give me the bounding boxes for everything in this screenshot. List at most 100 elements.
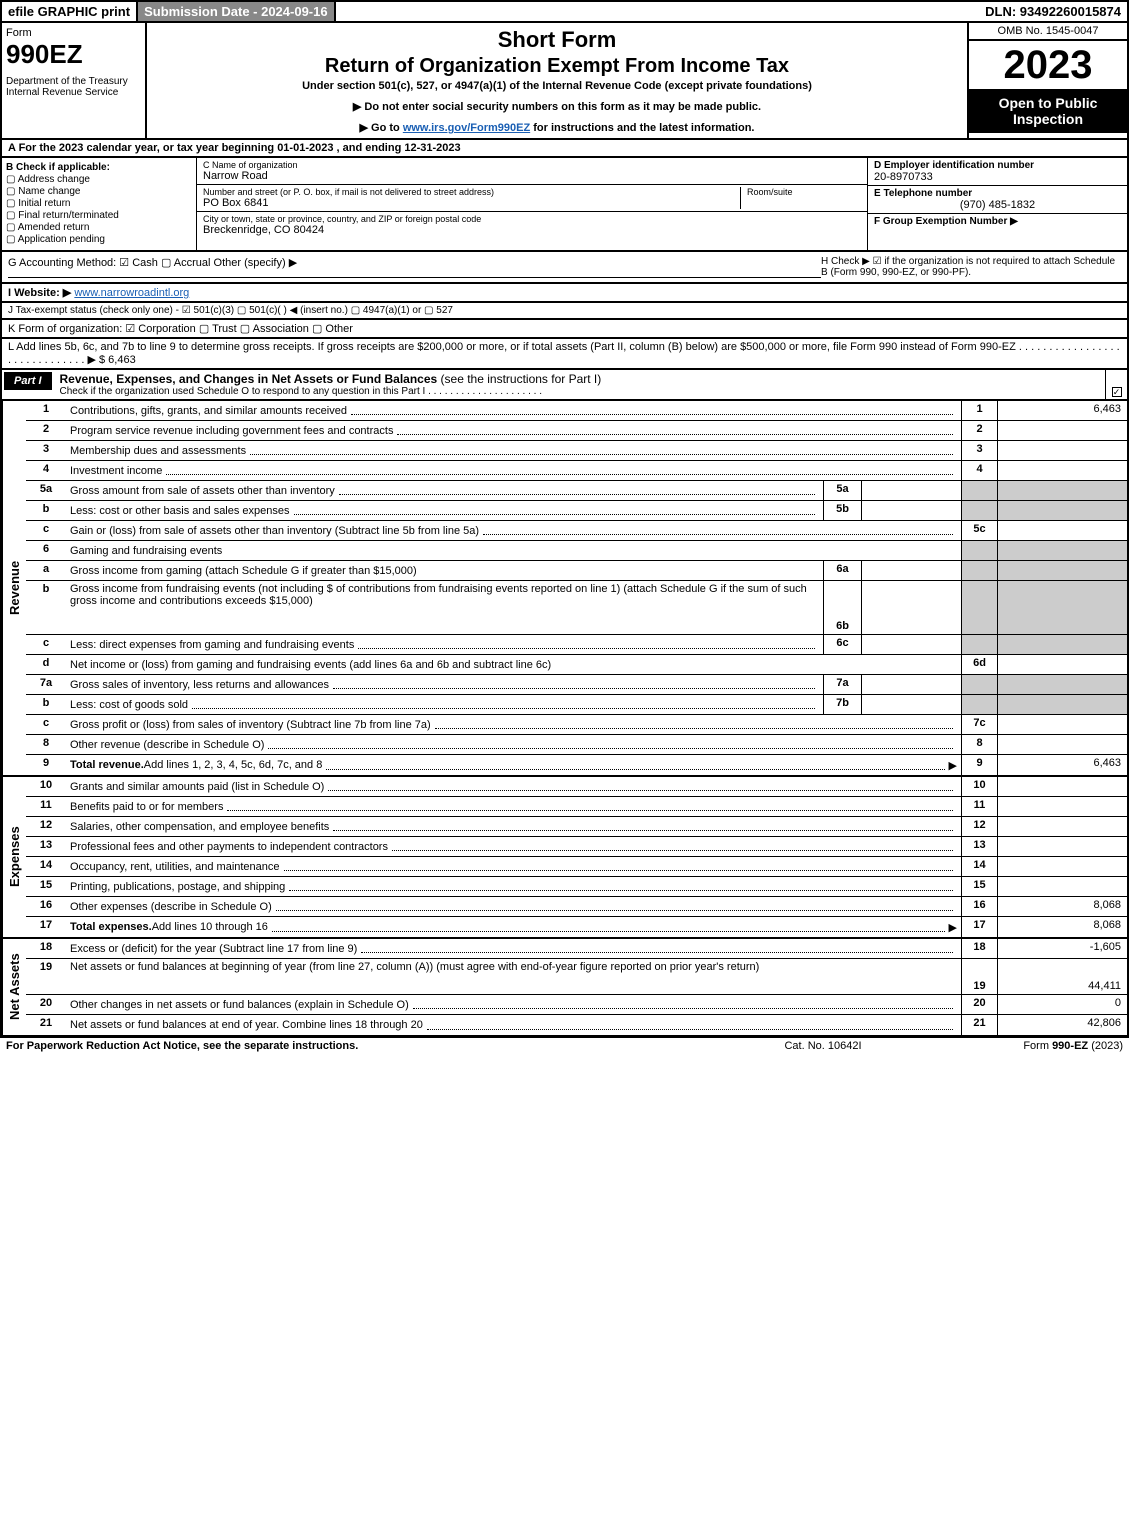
room-suite-label: Room/suite — [747, 187, 861, 197]
part-i-title-paren: (see the instructions for Part I) — [441, 372, 602, 386]
line-box: 2 — [961, 421, 997, 440]
line-12: 12Salaries, other compensation, and empl… — [26, 817, 1127, 837]
line-box: 3 — [961, 441, 997, 460]
line-box: 10 — [961, 777, 997, 796]
block-b-to-f: B Check if applicable: Address change Na… — [0, 158, 1129, 252]
c-city-row: City or town, state or province, country… — [197, 212, 867, 238]
part-i-check[interactable] — [1105, 370, 1127, 399]
sub-val — [861, 695, 961, 714]
line-desc: Contributions, gifts, grants, and simila… — [66, 401, 961, 420]
arrow-icon: ▶ — [949, 921, 957, 934]
row-k: K Form of organization: ☑ Corporation ▢ … — [0, 320, 1129, 339]
line-amount: 44,411 — [997, 959, 1127, 994]
sub-val — [861, 675, 961, 694]
line-desc: Grants and similar amounts paid (list in… — [66, 777, 961, 796]
revenue-group: Revenue 1Contributions, gifts, grants, a… — [0, 401, 1129, 777]
line-box: 21 — [961, 1015, 997, 1035]
line-box-shaded — [961, 541, 997, 560]
line-num: c — [26, 715, 66, 734]
line-num: 20 — [26, 995, 66, 1014]
line-num: 10 — [26, 777, 66, 796]
line-amount — [997, 441, 1127, 460]
arrow-icon: ▶ — [949, 759, 957, 772]
line-6c: cLess: direct expenses from gaming and f… — [26, 635, 1127, 655]
chk-address-change[interactable]: Address change — [6, 174, 192, 185]
footer-center: Cat. No. 10642I — [723, 1040, 923, 1052]
title-short-form: Short Form — [155, 27, 959, 53]
line-amount — [997, 797, 1127, 816]
line-desc: Gain or (loss) from sale of assets other… — [66, 521, 961, 540]
line-num: 6 — [26, 541, 66, 560]
line-9: 9Total revenue. Total revenue. Add lines… — [26, 755, 1127, 775]
page-footer: For Paperwork Reduction Act Notice, see … — [0, 1037, 1129, 1054]
line-num: 15 — [26, 877, 66, 896]
sub-val — [861, 481, 961, 500]
netassets-group: Net Assets 18Excess or (deficit) for the… — [0, 939, 1129, 1037]
line-11: 11Benefits paid to or for members11 — [26, 797, 1127, 817]
line-amount: 6,463 — [997, 755, 1127, 775]
line-box: 17 — [961, 917, 997, 937]
line-20: 20Other changes in net assets or fund ba… — [26, 995, 1127, 1015]
line-desc: Gross profit or (loss) from sales of inv… — [66, 715, 961, 734]
c-name-row: C Name of organization Narrow Road — [197, 158, 867, 185]
expenses-group: Expenses 10Grants and similar amounts pa… — [0, 777, 1129, 939]
line-amount: 42,806 — [997, 1015, 1127, 1035]
header-left: Form 990EZ Department of the Treasury In… — [2, 23, 147, 138]
line-box: 19 — [961, 959, 997, 994]
c-street-row: Number and street (or P. O. box, if mail… — [197, 185, 867, 212]
line-desc: Other expenses (describe in Schedule O) — [66, 897, 961, 916]
line-desc: Net assets or fund balances at end of ye… — [66, 1015, 961, 1035]
line-num: 1 — [26, 401, 66, 420]
line-desc: Gross income from fundraising events (no… — [66, 581, 823, 634]
line-amount — [997, 421, 1127, 440]
line-8: 8Other revenue (describe in Schedule O)8 — [26, 735, 1127, 755]
sub-val — [861, 635, 961, 654]
line-amount — [997, 461, 1127, 480]
line-desc: Gross sales of inventory, less returns a… — [66, 675, 823, 694]
netassets-label: Net Assets — [2, 939, 26, 1035]
note-ssn: ▶ Do not enter social security numbers o… — [155, 100, 959, 113]
chk-initial-return[interactable]: Initial return — [6, 198, 192, 209]
line-num: b — [26, 581, 66, 634]
col-b: B Check if applicable: Address change Na… — [2, 158, 197, 250]
line-desc: Less: direct expenses from gaming and fu… — [66, 635, 823, 654]
line-desc: Other changes in net assets or fund bala… — [66, 995, 961, 1014]
line-box: 1 — [961, 401, 997, 420]
line-desc: Net income or (loss) from gaming and fun… — [66, 655, 961, 674]
line-1: 1Contributions, gifts, grants, and simil… — [26, 401, 1127, 421]
row-i: I Website: ▶ www.narrowroadintl.org — [0, 284, 1129, 303]
line-amount-shaded — [997, 501, 1127, 520]
part-i-title-text: Revenue, Expenses, and Changes in Net As… — [60, 372, 438, 386]
chk-name-change[interactable]: Name change — [6, 186, 192, 197]
l-amount: 6,463 — [108, 354, 136, 366]
line-box-shaded — [961, 581, 997, 634]
line-num: 12 — [26, 817, 66, 836]
line-desc: Printing, publications, postage, and shi… — [66, 877, 961, 896]
org-name: Narrow Road — [203, 170, 861, 182]
line-amount-shaded — [997, 561, 1127, 580]
sub-val — [861, 501, 961, 520]
submission-date: Submission Date - 2024-09-16 — [138, 2, 336, 21]
chk-amended-return[interactable]: Amended return — [6, 222, 192, 233]
line-num: b — [26, 695, 66, 714]
chk-final-return[interactable]: Final return/terminated — [6, 210, 192, 221]
line-desc: Investment income — [66, 461, 961, 480]
expenses-lines: 10Grants and similar amounts paid (list … — [26, 777, 1127, 937]
irs-link[interactable]: www.irs.gov/Form990EZ — [403, 122, 530, 134]
department-label: Department of the Treasury Internal Reve… — [6, 76, 141, 98]
website-link[interactable]: www.narrowroadintl.org — [74, 287, 189, 299]
line-desc: Professional fees and other payments to … — [66, 837, 961, 856]
section-a: A For the 2023 calendar year, or tax yea… — [0, 140, 1129, 158]
line-box-shaded — [961, 561, 997, 580]
line-box: 18 — [961, 939, 997, 958]
line-amount — [997, 735, 1127, 754]
c-street-label: Number and street (or P. O. box, if mail… — [203, 187, 734, 197]
footer-right: Form 990-EZ (2023) — [923, 1040, 1123, 1052]
b-heading: B Check if applicable: — [6, 162, 192, 173]
header-center: Short Form Return of Organization Exempt… — [147, 23, 967, 138]
row-l: L Add lines 5b, 6c, and 7b to line 9 to … — [0, 339, 1129, 370]
line-box: 4 — [961, 461, 997, 480]
chk-application-pending[interactable]: Application pending — [6, 234, 192, 245]
e-phone-label: E Telephone number — [874, 188, 1121, 199]
omb-number: OMB No. 1545-0047 — [969, 23, 1127, 41]
